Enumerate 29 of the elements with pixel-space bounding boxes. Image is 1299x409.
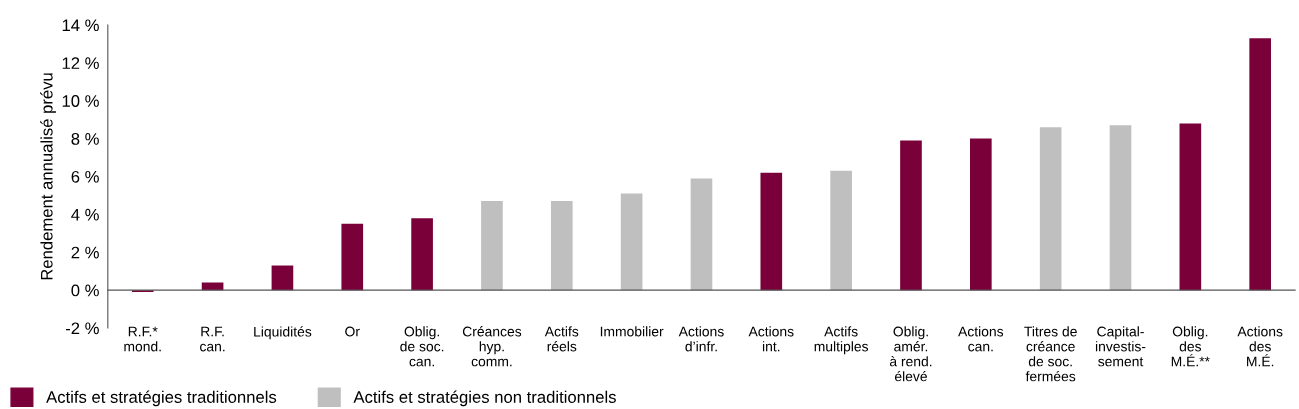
legend-label: Actifs et stratégies non traditionnels [353, 390, 616, 407]
x-tick-label: Actions int. [748, 326, 794, 352]
x-tick-label: Titres de créance de soc. fermées [1024, 326, 1077, 382]
y-tick-label: 2 % [71, 246, 99, 259]
x-tick-label: Liquidités [254, 326, 312, 340]
x-tick-label: Immobilier [600, 326, 664, 337]
legend-label: Actifs et stratégies traditionnels [46, 390, 277, 407]
x-tick-label: Oblig. de soc. can. [400, 326, 444, 367]
y-tick-label: 14 % [62, 19, 99, 32]
x-tick-label: Actions des M.É. [1237, 326, 1283, 367]
x-tick-label: Or [345, 326, 360, 337]
x-tick-label: Actifs multiples [814, 326, 869, 355]
x-tick-label: Actions can. [958, 326, 1004, 352]
y-tick-label: 0 % [71, 284, 99, 297]
x-tick-label: Oblig. amér. à rend. élevé [889, 326, 932, 382]
x-tick-label: Actifs réels [544, 326, 579, 352]
x-tick-label: Créances hyp. comm. [462, 326, 522, 367]
y-axis-title: Rendement annualisé prévu [40, 73, 56, 280]
x-tick-label: R.F.* mond. [124, 326, 161, 352]
y-tick-label: 6 % [71, 170, 99, 183]
y-tick-label: -2 % [65, 322, 99, 335]
x-tick-label: Capital- investis- sement [1095, 326, 1146, 367]
y-tick-label: 4 % [71, 208, 99, 221]
x-tick-label: R.F. can. [200, 326, 225, 352]
y-tick-label: 8 % [71, 133, 99, 145]
x-tick-label: Actions d’infr. [678, 326, 724, 352]
y-tick-label: 10 % [62, 95, 99, 107]
x-tick-label: Oblig. des M.É.** [1171, 326, 1210, 367]
y-tick-label: 12 % [62, 57, 99, 69]
